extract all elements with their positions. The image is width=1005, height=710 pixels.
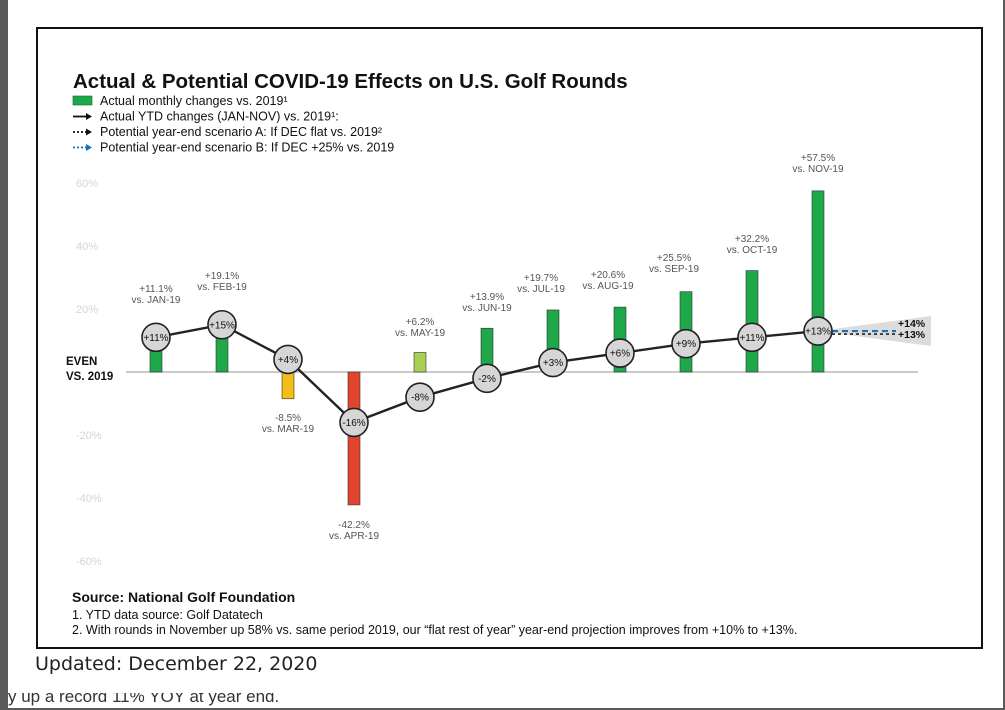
ytd-marker-mar	[273, 344, 303, 375]
ytd-marker-label: -2%	[478, 374, 496, 385]
y-tick-label: 60%	[76, 178, 98, 190]
bar-value-label: +13.9%	[470, 292, 504, 303]
legend-arrowhead-1	[86, 113, 92, 120]
bar-value-label: +6.2%	[406, 317, 435, 328]
golf-rounds-chart: Actual & Potential COVID-19 Effects on U…	[66, 70, 931, 637]
bar-month-label: vs. AUG-19	[582, 281, 634, 292]
y-tick-label: -40%	[76, 493, 102, 505]
chart-title: Actual & Potential COVID-19 Effects on U…	[73, 70, 628, 93]
page-text-line: y up a record 11% YOY at year end.	[8, 693, 280, 706]
bar-value-label: +11.1%	[139, 284, 173, 295]
bar-mar	[281, 371, 295, 400]
ytd-marker-nov	[803, 316, 833, 346]
legend-label-1: Actual YTD changes (JAN-NOV) vs. 2019¹:	[100, 110, 339, 124]
ytd-marker-feb	[207, 309, 237, 340]
bar-value-label: +25.5%	[657, 253, 691, 264]
updated-caption: Updated: December 22, 2020	[35, 653, 318, 675]
ytd-marker-jul	[538, 347, 568, 378]
bar-value-label: +32.2%	[735, 234, 769, 245]
bar-month-label: vs. JUN-19	[462, 303, 512, 314]
image-modal: Actual & Potential COVID-19 Effects on U…	[8, 0, 1003, 708]
ytd-marker-label: +13%	[805, 327, 831, 338]
bar-value-label: +19.1%	[205, 271, 239, 282]
ytd-marker-oct	[737, 322, 767, 353]
ytd-marker-may	[405, 382, 435, 413]
bar-value-label: +57.5%	[801, 153, 835, 164]
bar-oct	[745, 270, 759, 373]
ytd-marker-label: +6%	[610, 349, 630, 360]
baseline-label: EVEN	[66, 356, 97, 368]
source-text: Source: National Golf Foundation	[72, 589, 295, 605]
bar-month-label: vs. MAR-19	[262, 424, 315, 435]
y-tick-label: 20%	[76, 304, 98, 316]
bar-may	[413, 352, 427, 373]
page-text-behind-modal: y up a record 11% YOY at year end.	[0, 693, 400, 708]
ytd-marker-jan	[141, 322, 171, 353]
ytd-marker-label: +3%	[543, 358, 563, 369]
ytd-marker-label: +4%	[278, 355, 298, 366]
legend-arrowhead-2	[86, 128, 92, 136]
bar-month-label: vs. MAY-19	[395, 328, 445, 339]
bar-apr	[347, 371, 361, 506]
ytd-marker-apr	[339, 407, 369, 438]
bar-month-label: vs. JUL-19	[517, 284, 565, 295]
scenario-b-label: +14%	[898, 318, 926, 330]
ytd-marker-jun	[472, 363, 502, 394]
bar-value-label: +19.7%	[524, 273, 558, 284]
footnote-2: 2. With rounds in November up 58% vs. sa…	[72, 623, 797, 637]
bar-month-label: vs. APR-19	[329, 531, 379, 542]
ytd-marker-label: -8%	[411, 393, 429, 404]
bar-month-label: vs. OCT-19	[727, 245, 778, 256]
ytd-marker-label: +11%	[143, 333, 168, 344]
chart-figure: Actual & Potential COVID-19 Effects on U…	[36, 27, 983, 649]
bar-value-label: +20.6%	[591, 270, 625, 281]
footnote-1: 1. YTD data source: Golf Datatech	[72, 608, 263, 622]
ytd-marker-label: -16%	[342, 418, 365, 429]
scenario-a-label: +13%	[898, 329, 926, 341]
ytd-marker-label: +9%	[676, 339, 696, 350]
legend: Actual monthly changes vs. 2019¹ Actual Y…	[72, 94, 394, 155]
legend-label-3: Potential year-end scenario B: If DEC +2…	[100, 141, 394, 155]
bar-value-label: -42.2%	[338, 520, 370, 531]
ytd-marker-sep	[671, 328, 701, 359]
legend-label-2: Potential year-end scenario A: If DEC fl…	[100, 125, 382, 139]
ytd-marker-label: +11%	[739, 333, 764, 344]
ytd-marker-aug	[605, 338, 635, 368]
bar-month-label: vs. JAN-19	[132, 295, 181, 306]
baseline-label: VS. 2019	[66, 371, 113, 383]
bar-month-label: vs. FEB-19	[197, 282, 247, 293]
y-tick-label: -60%	[76, 556, 102, 568]
y-tick-label: -20%	[76, 430, 102, 442]
bar-month-label: vs. SEP-19	[649, 264, 699, 275]
legend-arrowhead-3	[86, 144, 92, 151]
ytd-marker-label: +15%	[209, 320, 235, 331]
legend-label-0: Actual monthly changes vs. 2019¹	[100, 94, 288, 108]
legend-swatch-monthly	[72, 95, 93, 106]
bar-month-label: vs. NOV-19	[792, 164, 844, 175]
bar-value-label: -8.5%	[275, 413, 301, 424]
y-tick-label: 40%	[76, 241, 98, 253]
